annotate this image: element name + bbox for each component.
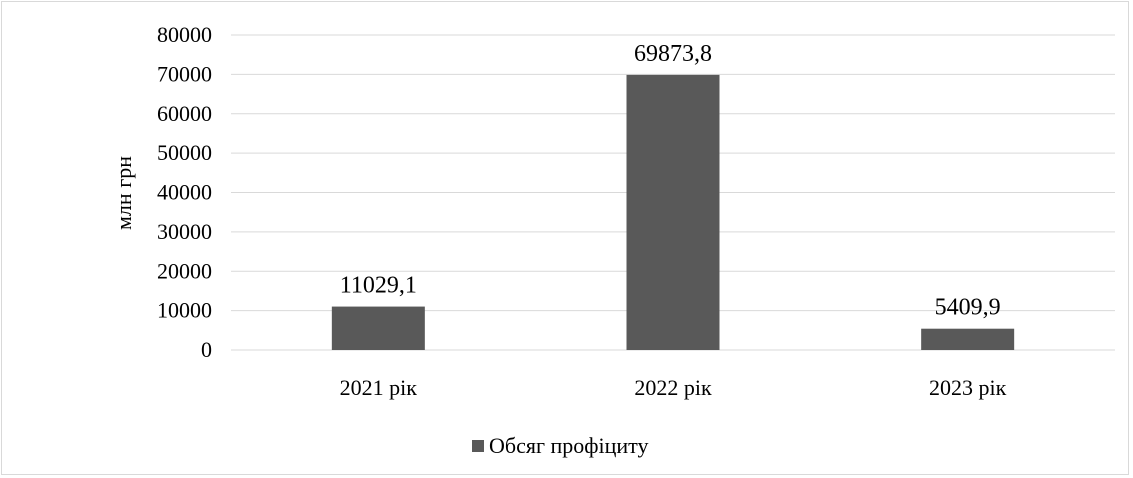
data-label: 11029,1: [340, 273, 417, 299]
y-tick-label: 20000: [157, 258, 212, 283]
data-labels: 11029,1 69873,8 5409,9: [340, 41, 1001, 321]
x-tick-label: 2021 рік: [340, 375, 418, 400]
x-tick-label: 2023 рік: [929, 375, 1007, 400]
legend-swatch: [472, 440, 484, 452]
y-tick-label: 70000: [157, 61, 212, 86]
legend: Обсяг профіциту: [472, 433, 649, 458]
data-label: 69873,8: [634, 41, 712, 67]
data-label: 5409,9: [935, 295, 1001, 321]
y-axis-ticks: 0 10000 20000 30000 40000 50000 60000 70000 8000…: [157, 22, 212, 362]
y-tick-label: 10000: [157, 298, 212, 323]
x-tick-label: 2022 рік: [634, 375, 712, 400]
bar: [626, 74, 720, 350]
y-tick-label: 30000: [157, 219, 212, 244]
bar: [921, 328, 1015, 350]
bars: [331, 74, 1015, 350]
y-axis-title: млн грн: [111, 156, 136, 230]
y-tick-label: 50000: [157, 140, 212, 165]
legend-label: Обсяг профіциту: [489, 433, 649, 458]
y-tick-label: 60000: [157, 101, 212, 126]
y-tick-label: 80000: [157, 22, 212, 47]
bar: [331, 306, 425, 350]
y-tick-label: 0: [201, 337, 212, 362]
y-tick-label: 40000: [157, 180, 212, 205]
x-axis-ticks: 2021 рік 2022 рік 2023 рік: [340, 375, 1007, 400]
